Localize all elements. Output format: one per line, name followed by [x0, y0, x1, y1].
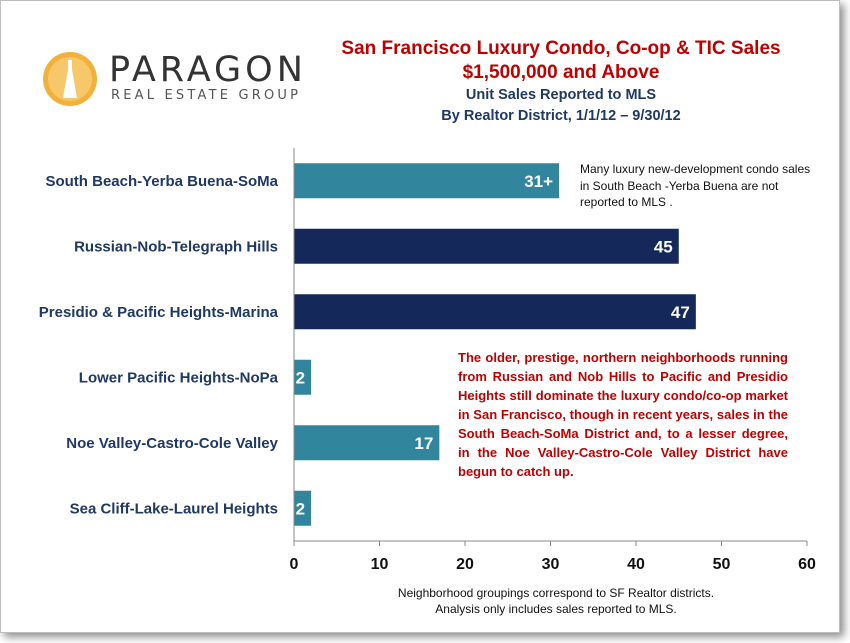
bar — [294, 163, 560, 199]
category-label: Sea Cliff-Lake-Laurel Heights — [70, 500, 278, 517]
logo-tagline: REAL ESTATE GROUP — [111, 88, 302, 103]
logo-emblem-icon — [43, 52, 97, 106]
x-tick-label: 20 — [456, 556, 474, 573]
slide-frame: PARAGON REAL ESTATE GROUP San Francisco … — [0, 0, 840, 633]
bar — [294, 490, 312, 526]
bar-chart: South Beach-Yerba Buena-SoMa Russian-Nob-… — [39, 148, 816, 573]
x-tick-label: 0 — [290, 556, 299, 573]
top-annotation: Many luxury new-development condo sales … — [580, 162, 811, 209]
footnote-line-2: Analysis only includes sales reported to… — [435, 602, 677, 616]
x-tick-label: 60 — [798, 556, 816, 573]
x-tick-label: 50 — [713, 556, 731, 573]
x-axis: 0 10 20 30 40 50 60 — [290, 148, 816, 573]
category-label: Noe Valley-Castro-Cole Valley — [66, 435, 278, 452]
x-tick-label: 10 — [371, 556, 389, 573]
data-label: 2 — [296, 368, 305, 387]
category-label: Russian-Nob-Telegraph Hills — [74, 238, 278, 255]
chart-price-title: $1,500,000 and Above — [462, 62, 660, 83]
footnote-line-1: Neighborhood groupings correspond to SF … — [397, 586, 715, 600]
chart-subtitle: Unit Sales Reported to MLS — [465, 87, 657, 103]
paragon-logo: PARAGON REAL ESTATE GROUP — [39, 48, 309, 108]
chart-date-range: By Realtor District, 1/1/12 – 9/30/12 — [441, 108, 681, 124]
bars: 31+ 45 47 2 17 2 — [294, 163, 696, 526]
chart-titles: San Francisco Luxury Condo, Co-op & TIC … — [301, 37, 821, 127]
logo-name: PARAGON — [109, 50, 307, 90]
data-label: 45 — [654, 237, 673, 256]
bar — [294, 359, 312, 395]
data-label: 2 — [296, 499, 305, 518]
x-tick-label: 40 — [627, 556, 645, 573]
data-label: 17 — [414, 434, 433, 453]
bar — [294, 294, 696, 330]
chart-title: San Francisco Luxury Condo, Co-op & TIC … — [341, 38, 781, 59]
x-tick-label: 30 — [542, 556, 560, 573]
category-labels: South Beach-Yerba Buena-SoMa Russian-Nob-… — [39, 173, 279, 518]
category-label: Presidio & Pacific Heights-Marina — [39, 304, 279, 321]
data-label: 47 — [671, 303, 690, 322]
bar — [294, 425, 440, 461]
red-annotation: The older, prestige, northern neighborho… — [458, 350, 788, 479]
data-label: 31+ — [524, 172, 553, 191]
category-label: Lower Pacific Heights-NoPa — [79, 369, 279, 386]
category-label: South Beach-Yerba Buena-SoMa — [45, 173, 278, 190]
bar — [294, 228, 679, 264]
footnote: Neighborhood groupings correspond to SF … — [301, 585, 811, 617]
